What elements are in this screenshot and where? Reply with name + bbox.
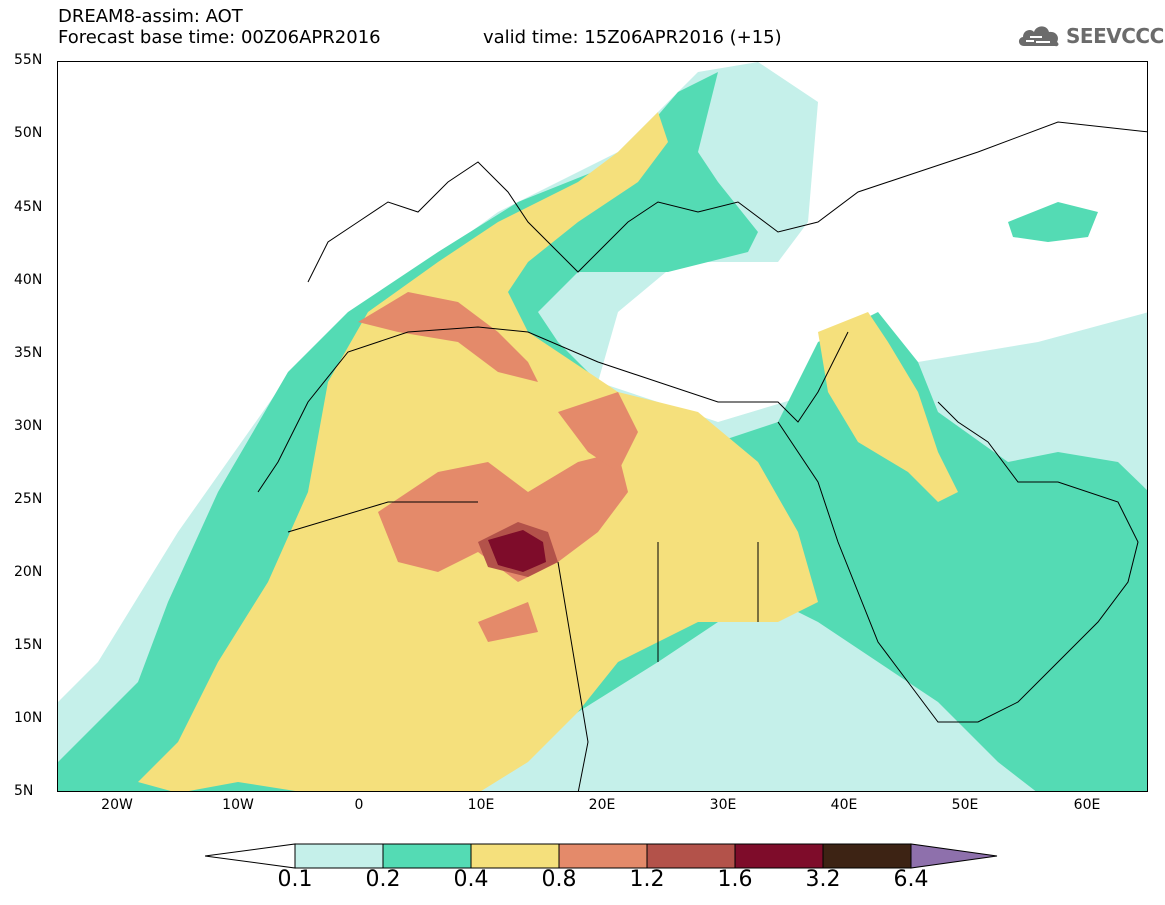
colorbar [205,843,998,869]
lon-label-20w: 20W [101,797,133,813]
coastlines [257,121,1147,791]
colorbar-bin-0-1 [294,843,384,869]
lat-label-20n: 20N [14,564,43,580]
lat-label-55n: 55N [14,52,43,68]
lon-label-10w: 10W [222,797,254,813]
colorbar-over-arrow [910,843,998,869]
colorbar-label-0-1: 0.1 [277,867,313,892]
aot-level-0-2-patch-caspian [1008,202,1098,242]
colorbar-under-arrow [205,843,296,869]
lat-label-50n: 50N [14,125,43,141]
lon-label-10e: 10E [467,797,495,813]
cloud-icon [1018,26,1059,47]
aot-map [57,61,1148,792]
lat-label-40n: 40N [14,272,43,288]
aot-map-canvas [58,62,1147,791]
aot-level-0-8-south [478,602,538,642]
valid-time: valid time: 15Z06APR2016 (+15) [483,27,782,48]
map-title: DREAM8-assim: AOT [58,6,243,27]
lat-label-15n: 15N [14,637,43,653]
colorbar-label-1-2: 1.2 [629,867,665,892]
aot-contours [58,62,1147,791]
forecast-base-time: Forecast base time: 00Z06APR2016 [58,27,381,48]
logo-text: SEEVCCC [1066,24,1164,48]
colorbar-bin-3-2 [822,843,912,869]
lat-label-30n: 30N [14,418,43,434]
aot-level-0-4-region [138,112,818,791]
lon-label-50e: 50E [951,797,979,813]
map-header: DREAM8-assim: AOT Forecast base time: 00… [58,6,782,48]
colorbar-label-6-4: 6.4 [893,867,929,892]
lat-label-45n: 45N [14,199,43,215]
lat-label-10n: 10N [14,710,43,726]
aot-level-0-8-central [378,452,628,582]
lon-label-60e: 60E [1073,797,1101,813]
lat-label-5n: 5N [14,783,34,799]
colorbar-bin-1-6 [734,843,824,869]
colorbar-bin-0-4 [470,843,560,869]
colorbar-bin-0-8 [558,843,648,869]
aot-level-1-6-region [488,530,546,572]
colorbar-label-0-8: 0.8 [541,867,577,892]
lat-label-35n: 35N [14,345,43,361]
colorbar-label-0-2: 0.2 [365,867,401,892]
aot-level-0-4-arabia [818,312,958,502]
colorbar-bin-1-2 [646,843,736,869]
lon-label-40e: 40E [830,797,858,813]
lat-label-25n: 25N [14,491,43,507]
aot-level-0-8-north [358,292,538,382]
aot-level-0-8-east [558,392,638,472]
lon-label-0: 0 [354,797,364,813]
colorbar-label-3-2: 3.2 [805,867,841,892]
colorbar-label-1-6: 1.6 [717,867,753,892]
colorbar-label-0-4: 0.4 [453,867,489,892]
lon-label-30e: 30E [709,797,737,813]
lon-label-20e: 20E [588,797,616,813]
colorbar-bin-0-2 [382,843,472,869]
seevccc-logo: SEEVCCC [1016,22,1164,50]
